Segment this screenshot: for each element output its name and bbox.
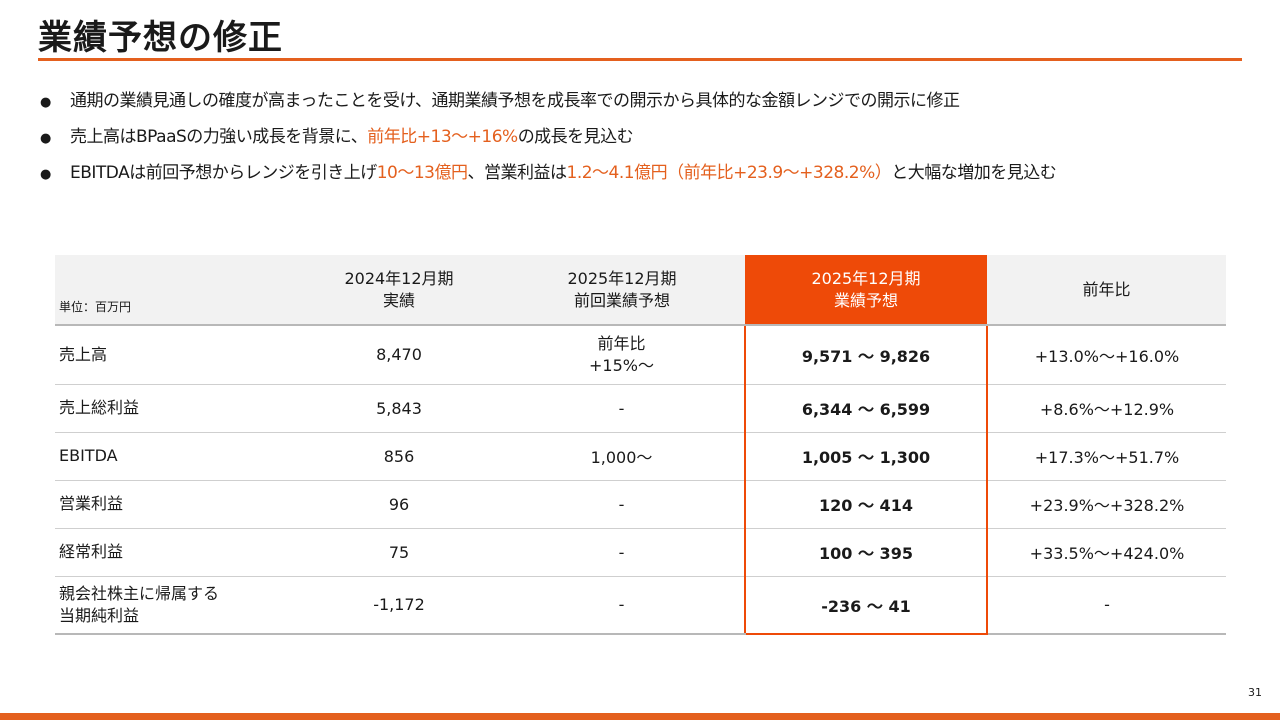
row-label-line: 当期純利益	[59, 605, 140, 625]
cell-previous-forecast: -	[499, 528, 745, 577]
title-underline	[38, 58, 1242, 61]
cell-actual: 96	[299, 480, 499, 529]
cell-previous-forecast: -	[499, 480, 745, 529]
cell-line: +15%〜	[589, 355, 654, 375]
forecast-table: 単位：百万円 2024年12月期 実績 2025年12月期 前回業績予想 2025年…	[55, 255, 1226, 635]
column-header-line: 2025年12月期	[811, 268, 921, 288]
bullet-highlight: 10〜13億円	[376, 163, 468, 183]
table-row: 親会社株主に帰属する 当期純利益 -1,172 - -236 〜 41 -	[55, 576, 1226, 635]
bullet-highlight: 前年比+13〜+16%	[367, 127, 518, 147]
cell-yoy: +33.5%〜+424.0%	[987, 528, 1226, 577]
row-label: 営業利益	[55, 480, 299, 529]
bullet-text: EBITDAは前回予想からレンジを引き上げ	[70, 163, 377, 183]
cell-actual: 5,843	[299, 384, 499, 433]
column-header: 2025年12月期 前回業績予想	[499, 255, 745, 326]
table-row: 売上高 8,470 前年比 +15%〜 9,571 〜 9,826 +13.0%〜…	[55, 325, 1226, 385]
bullet-text: 売上高はBPaaSの力強い成長を背景に、	[70, 127, 368, 147]
bullet-list: ● 通期の業績見通しの確度が高まったことを受け、通期業績予想を成長率での開示から具…	[40, 84, 1057, 192]
cell-forecast: 1,005 〜 1,300	[744, 432, 988, 481]
bullet-marker: ●	[40, 95, 51, 110]
cell-actual: 856	[299, 432, 499, 481]
cell-forecast: 6,344 〜 6,599	[744, 384, 988, 433]
unit-label: 単位：百万円	[55, 255, 299, 326]
table-row: 売上総利益 5,843 - 6,344 〜 6,599 +8.6%〜+12.9%	[55, 384, 1226, 433]
bullet-text: と大幅な増加を見込む	[891, 163, 1057, 183]
bullet-item: ● EBITDAは前回予想からレンジを引き上げ10〜13億円、営業利益は1.2〜4…	[40, 156, 1057, 192]
table-row: 経常利益 75 - 100 〜 395 +33.5%〜+424.0%	[55, 528, 1226, 577]
column-header: 2024年12月期 実績	[299, 255, 499, 326]
cell-previous-forecast: -	[499, 384, 745, 433]
bullet-text: 、営業利益は	[467, 163, 568, 183]
cell-forecast: 9,571 〜 9,826	[744, 325, 988, 385]
column-header-line: 前年比	[1082, 279, 1131, 299]
column-header-line: 2024年12月期	[344, 268, 454, 288]
bullet-marker: ●	[40, 167, 51, 182]
bullet-marker: ●	[40, 131, 51, 146]
footer-bar	[0, 713, 1280, 720]
cell-line: 前年比	[597, 333, 646, 353]
cell-actual: 8,470	[299, 325, 499, 385]
cell-yoy: -	[987, 576, 1226, 635]
table-header-row: 単位：百万円 2024年12月期 実績 2025年12月期 前回業績予想 2025年…	[55, 255, 1226, 326]
cell-previous-forecast: -	[499, 576, 745, 635]
cell-yoy: +23.9%〜+328.2%	[987, 480, 1226, 529]
bullet-item: ● 売上高はBPaaSの力強い成長を背景に、前年比+13〜+16%の成長を見込む	[40, 120, 1056, 156]
bullet-item: ● 通期の業績見通しの確度が高まったことを受け、通期業績予想を成長率での開示から具…	[40, 84, 1056, 120]
row-label-line: 親会社株主に帰属する	[59, 583, 220, 603]
column-header-line: 業績予想	[833, 290, 898, 310]
row-label: 親会社株主に帰属する 当期純利益	[55, 576, 299, 635]
cell-forecast: 120 〜 414	[744, 480, 988, 529]
row-label: EBITDA	[55, 432, 299, 481]
bullet-text: 通期の業績見通しの確度が高まったことを受け、通期業績予想を成長率での開示から具体…	[70, 91, 960, 111]
column-header: 前年比	[987, 255, 1226, 326]
bullet-text: の成長を見込む	[517, 127, 634, 147]
row-label: 経常利益	[55, 528, 299, 577]
column-header-highlight: 2025年12月期 業績予想	[745, 255, 987, 326]
table-row: EBITDA 856 1,000〜 1,005 〜 1,300 +17.3%〜+…	[55, 432, 1226, 481]
row-label: 売上高	[55, 325, 299, 385]
column-header-line: 前回業績予想	[573, 290, 670, 310]
cell-yoy: +8.6%〜+12.9%	[987, 384, 1226, 433]
cell-yoy: +13.0%〜+16.0%	[987, 325, 1226, 385]
cell-previous-forecast: 前年比 +15%〜	[499, 325, 745, 385]
cell-forecast: -236 〜 41	[744, 576, 988, 635]
cell-actual: -1,172	[299, 576, 499, 635]
column-header-line: 実績	[382, 290, 415, 310]
column-header-line: 2025年12月期	[567, 268, 677, 288]
page-number: 31	[1248, 686, 1262, 699]
cell-actual: 75	[299, 528, 499, 577]
table-row: 営業利益 96 - 120 〜 414 +23.9%〜+328.2%	[55, 480, 1226, 529]
row-label: 売上総利益	[55, 384, 299, 433]
page-title: 業績予想の修正	[38, 18, 283, 58]
bullet-highlight: 1.2〜4.1億円（前年比+23.9〜+328.2%）	[566, 163, 892, 183]
cell-forecast: 100 〜 395	[744, 528, 988, 577]
cell-yoy: +17.3%〜+51.7%	[987, 432, 1226, 481]
cell-previous-forecast: 1,000〜	[499, 432, 745, 481]
